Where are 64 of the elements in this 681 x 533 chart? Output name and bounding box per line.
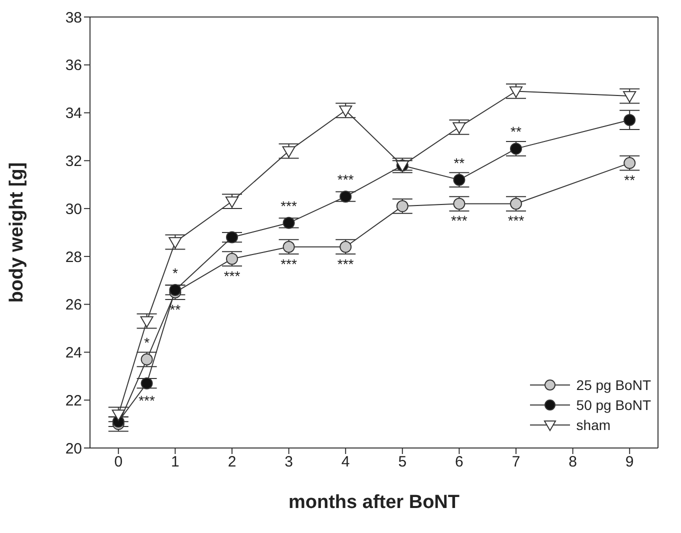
x-tick-label: 5 xyxy=(398,454,407,471)
point xyxy=(140,353,153,366)
x-tick-label: 3 xyxy=(284,454,293,471)
point xyxy=(225,196,239,208)
x-tick-label: 2 xyxy=(228,454,236,471)
point xyxy=(140,377,153,390)
annotation: *** xyxy=(280,198,298,214)
x-tick-label: 1 xyxy=(171,454,180,471)
point xyxy=(226,231,238,244)
annotation: *** xyxy=(138,392,156,408)
x-tick-label: 0 xyxy=(114,454,123,471)
annotation: *** xyxy=(337,256,354,272)
y-tick-label: 30 xyxy=(65,200,82,218)
annotation: ** xyxy=(510,124,522,140)
point xyxy=(624,114,636,126)
y-tick-label: 26 xyxy=(65,296,82,314)
y-tick-label: 22 xyxy=(65,392,82,410)
point xyxy=(510,142,522,155)
point xyxy=(396,200,408,212)
y-axis-title: body weight [g] xyxy=(6,162,28,303)
point xyxy=(340,190,352,203)
annotation: ** xyxy=(624,172,636,188)
legend-label: 50 pg BoNT xyxy=(576,396,651,415)
annotation: ** xyxy=(170,301,182,318)
point xyxy=(282,146,296,158)
annotation: *** xyxy=(337,172,354,188)
annotation: *** xyxy=(280,256,298,272)
point xyxy=(453,174,466,186)
annotation: * xyxy=(172,264,178,281)
point xyxy=(453,198,466,210)
point xyxy=(112,410,125,422)
y-tick-label: 36 xyxy=(65,57,82,74)
point xyxy=(226,252,238,265)
x-tick-label: 7 xyxy=(512,454,520,471)
point xyxy=(452,122,466,134)
x-tick-label: 8 xyxy=(568,454,577,471)
point xyxy=(339,105,352,117)
legend-label: 25 pg BoNT xyxy=(576,376,651,395)
point xyxy=(624,157,636,170)
point xyxy=(510,198,522,210)
y-tick-label: 28 xyxy=(65,248,82,266)
annotation: *** xyxy=(508,212,525,229)
y-tick-label: 32 xyxy=(65,152,82,170)
y-tick-label: 20 xyxy=(65,440,82,458)
point xyxy=(282,240,295,253)
point xyxy=(169,284,182,296)
x-axis-title: months after BoNT xyxy=(288,492,460,513)
x-tick-label: 6 xyxy=(455,454,464,471)
x-tick-label: 9 xyxy=(625,454,634,471)
annotation: *** xyxy=(224,268,241,284)
x-tick-label: 4 xyxy=(341,454,350,471)
y-tick-label: 38 xyxy=(65,9,82,26)
point xyxy=(168,237,182,249)
legend-label: sham xyxy=(576,416,611,435)
point xyxy=(140,316,154,328)
annotation: *** xyxy=(451,212,468,229)
point xyxy=(340,240,352,253)
y-tick-label: 24 xyxy=(65,344,82,362)
annotation: ** xyxy=(454,154,466,171)
point xyxy=(282,216,295,229)
point xyxy=(623,91,636,103)
point xyxy=(509,86,523,98)
annotation: * xyxy=(144,334,150,350)
y-tick-label: 34 xyxy=(65,105,82,122)
